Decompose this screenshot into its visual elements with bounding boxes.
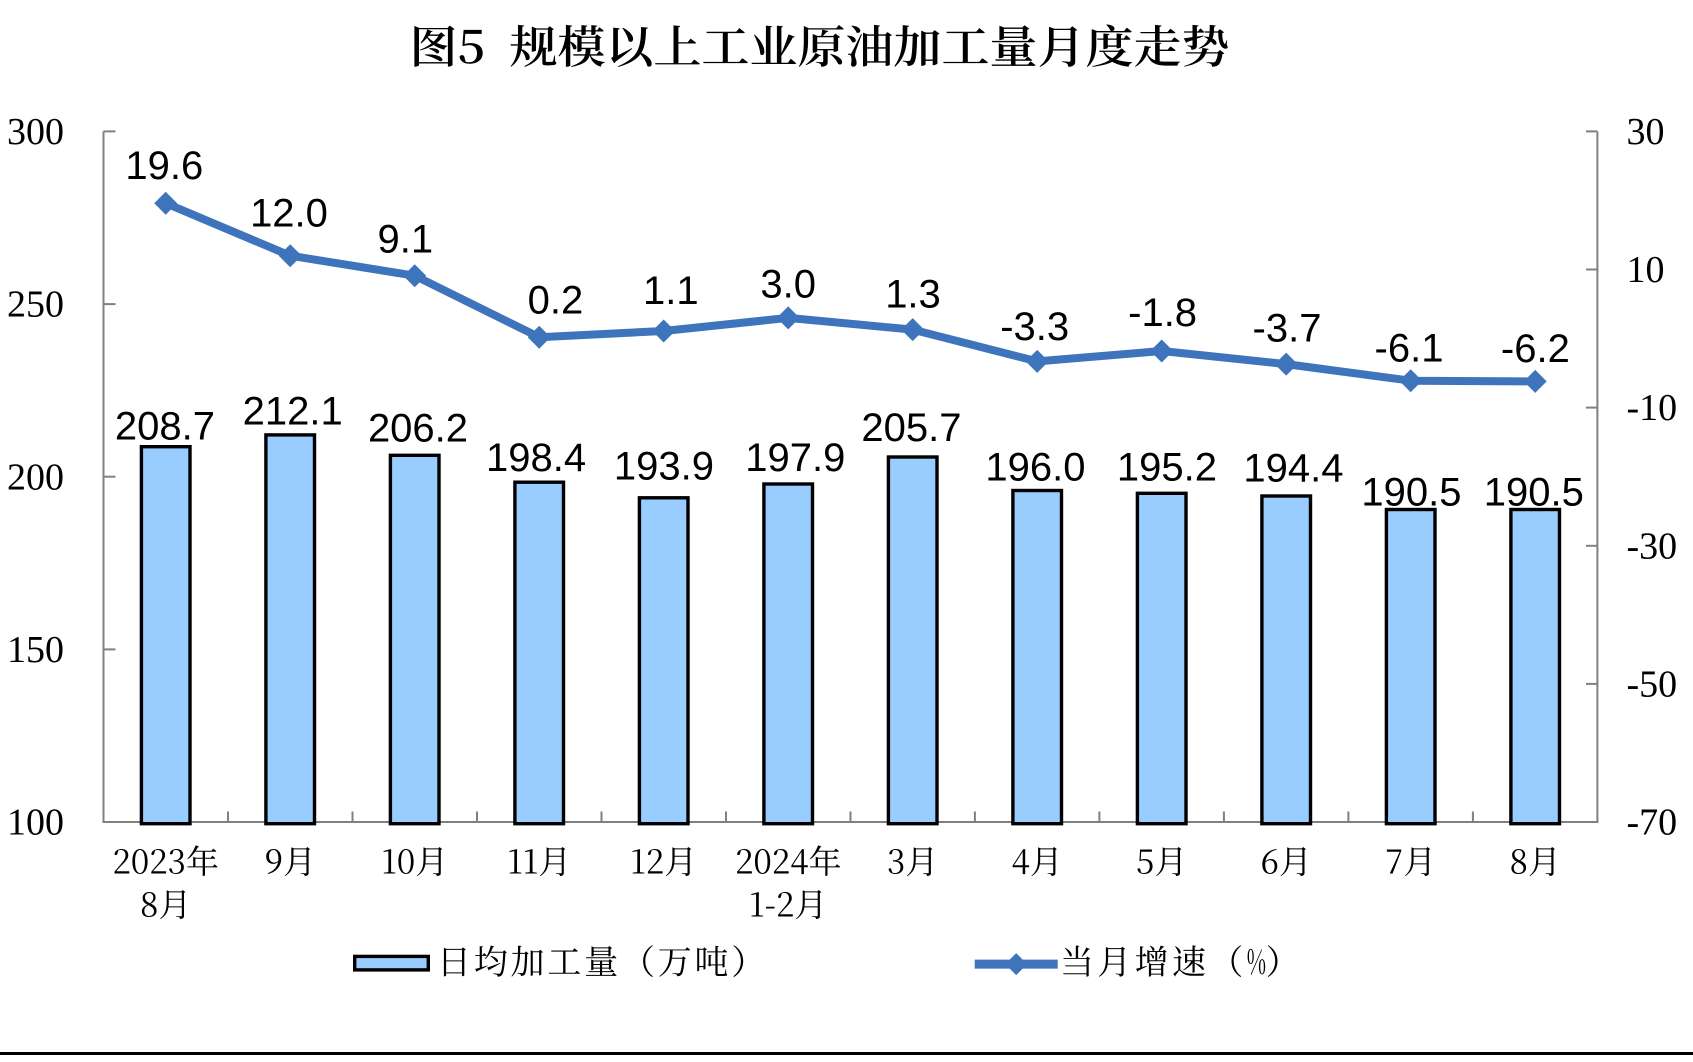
svg-text:150: 150 [7,629,64,671]
svg-text:1.1: 1.1 [643,269,699,313]
svg-text:9.1: 9.1 [377,217,433,261]
svg-text:300: 300 [7,111,64,153]
svg-text:-70: -70 [1627,802,1678,844]
svg-text:-10: -10 [1627,387,1678,429]
svg-text:197.9: 197.9 [745,436,845,480]
svg-text:19.6: 19.6 [125,144,203,188]
svg-text:195.2: 195.2 [1117,446,1217,490]
svg-text:250: 250 [7,284,64,326]
svg-text:12.0: 12.0 [250,192,328,236]
svg-text:30: 30 [1627,111,1665,153]
svg-text:3.0: 3.0 [760,263,816,307]
svg-text:0.2: 0.2 [528,279,584,323]
svg-text:-1.8: -1.8 [1128,291,1197,335]
svg-text:212.1: 212.1 [243,390,343,434]
svg-text:10: 10 [1627,249,1665,291]
svg-text:1.3: 1.3 [885,273,941,317]
svg-text:-6.1: -6.1 [1375,326,1444,370]
svg-text:-30: -30 [1627,525,1678,567]
svg-text:198.4: 198.4 [486,436,586,480]
svg-text:190.5: 190.5 [1361,471,1461,515]
svg-text:208.7: 208.7 [115,405,215,449]
svg-text:194.4: 194.4 [1243,447,1343,491]
svg-text:-6.2: -6.2 [1501,327,1570,371]
svg-text:193.9: 193.9 [614,444,714,488]
svg-text:200: 200 [7,456,64,498]
svg-text:-3.7: -3.7 [1253,306,1322,350]
svg-text:-50: -50 [1627,664,1678,706]
svg-text:190.5: 190.5 [1484,471,1584,515]
svg-text:205.7: 205.7 [861,406,961,450]
svg-text:206.2: 206.2 [368,407,468,451]
svg-text:196.0: 196.0 [985,446,1085,490]
svg-text:-3.3: -3.3 [1000,305,1069,349]
svg-text:100: 100 [7,802,64,844]
